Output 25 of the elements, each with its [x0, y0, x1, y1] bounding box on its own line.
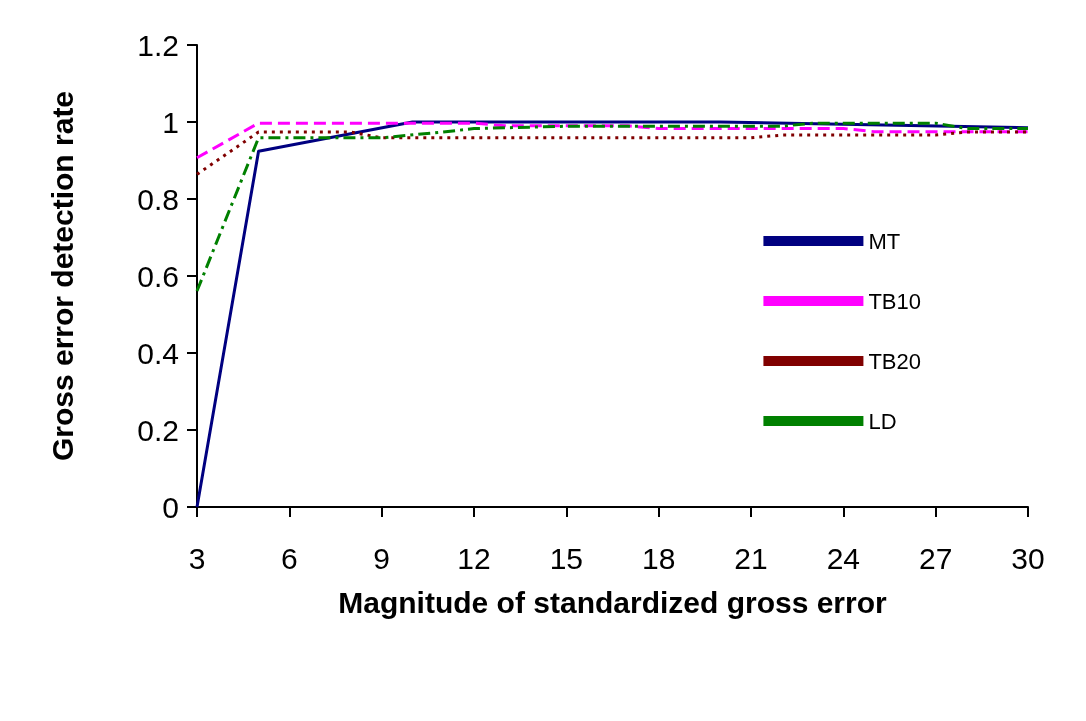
x-tick-label: 9 [373, 541, 391, 575]
x-tick-label: 6 [280, 541, 298, 575]
x-tick-label: 21 [734, 541, 768, 575]
x-tick-label: 3 [188, 541, 206, 575]
legend-label: TB10 [868, 288, 922, 314]
y-tick-label: 1 [162, 105, 179, 139]
y-tick-label: 1.2 [137, 28, 179, 62]
x-tick-label: 24 [826, 541, 861, 575]
y-tick-label: 0.8 [137, 182, 179, 216]
y-tick-label: 0.2 [137, 413, 179, 447]
legend-label: MT [868, 228, 901, 254]
x-tick-label: 27 [918, 541, 953, 575]
x-tick-label: 18 [641, 541, 676, 575]
x-axis-title: Magnitude of standardized gross error [338, 585, 888, 619]
y-axis-title: Gross error detection rate [45, 90, 79, 462]
x-tick-label: 15 [549, 541, 584, 575]
x-tick-label: 12 [457, 541, 491, 575]
y-tick-label: 0.4 [137, 336, 179, 370]
x-tick-label: 30 [1011, 541, 1045, 575]
line-series [195, 121, 1030, 293]
legend-label: LD [868, 408, 897, 434]
line-series [195, 121, 1030, 160]
y-tick-label: 0 [162, 490, 179, 524]
legend-label: TB20 [868, 348, 922, 374]
y-tick-label: 0.6 [137, 259, 179, 293]
